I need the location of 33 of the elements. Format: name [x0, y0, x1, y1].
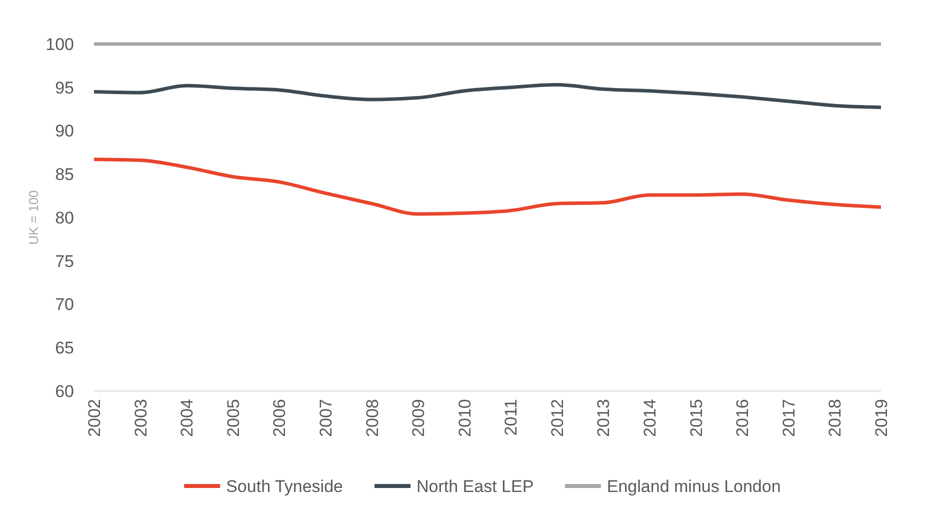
x-tick-label: 2015 [686, 399, 706, 437]
y-tick-label: 70 [55, 295, 74, 314]
x-tick-label: 2008 [362, 399, 382, 437]
x-tick-label: 2016 [733, 399, 752, 437]
legend-label: South Tyneside [226, 476, 343, 496]
x-tick-label: 2018 [826, 399, 845, 437]
x-tick-label: 2005 [224, 399, 243, 437]
x-tick-label: 2012 [548, 399, 567, 437]
x-tick-label: 2014 [640, 399, 660, 437]
line-series [92, 158, 883, 216]
line-series [92, 83, 883, 110]
y-tick-label: 60 [55, 382, 74, 401]
x-tick-label: 2006 [270, 399, 290, 437]
x-tick-label: 2019 [872, 399, 891, 437]
x-tick-label: 2002 [85, 399, 104, 437]
x-tick-label: 2010 [455, 399, 474, 437]
y-tick-label: 90 [55, 122, 74, 141]
y-tick-label: 65 [55, 338, 74, 358]
x-tick-label: 2007 [316, 399, 336, 437]
y-tick-label: 100 [46, 34, 74, 54]
legend-label: England minus London [606, 476, 781, 496]
x-tick-label: 2004 [178, 399, 197, 437]
legend-label: North East LEP [416, 476, 534, 496]
x-tick-label: 2009 [409, 399, 428, 437]
x-tick-label: 2011 [502, 399, 521, 436]
y-tick-label: 75 [55, 252, 74, 271]
x-tick-label: 2013 [594, 399, 614, 437]
x-tick-label: 2003 [131, 399, 150, 437]
x-tick-label: 2017 [779, 399, 798, 437]
y-tick-label: 80 [55, 208, 74, 228]
y-axis-title: UK = 100 [26, 190, 41, 245]
y-tick-label: 95 [55, 78, 74, 98]
y-tick-label: 85 [55, 165, 74, 184]
